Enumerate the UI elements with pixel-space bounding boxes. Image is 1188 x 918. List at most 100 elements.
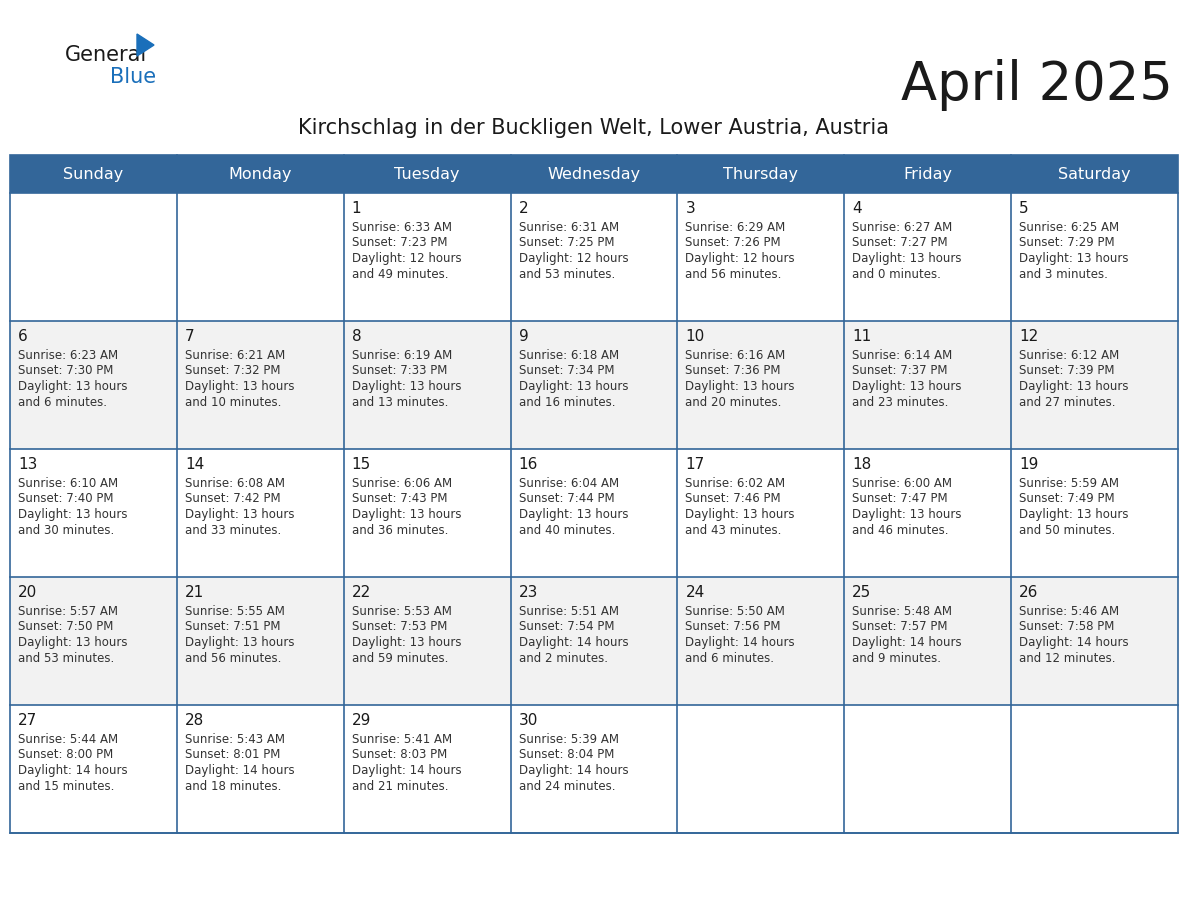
- Text: 21: 21: [185, 585, 204, 600]
- Text: Daylight: 13 hours: Daylight: 13 hours: [1019, 252, 1129, 265]
- Text: and 2 minutes.: and 2 minutes.: [519, 652, 607, 665]
- Text: and 15 minutes.: and 15 minutes.: [18, 779, 114, 792]
- Text: Sunrise: 5:41 AM: Sunrise: 5:41 AM: [352, 733, 451, 746]
- Text: Sunset: 7:49 PM: Sunset: 7:49 PM: [1019, 492, 1114, 506]
- Text: Daylight: 14 hours: Daylight: 14 hours: [852, 636, 962, 649]
- Text: Daylight: 13 hours: Daylight: 13 hours: [185, 508, 295, 521]
- Text: Sunrise: 5:59 AM: Sunrise: 5:59 AM: [1019, 477, 1119, 490]
- Text: Daylight: 13 hours: Daylight: 13 hours: [1019, 380, 1129, 393]
- Text: Sunrise: 5:50 AM: Sunrise: 5:50 AM: [685, 605, 785, 618]
- Text: and 40 minutes.: and 40 minutes.: [519, 523, 615, 536]
- Text: 26: 26: [1019, 585, 1038, 600]
- Text: Sunset: 7:36 PM: Sunset: 7:36 PM: [685, 364, 781, 377]
- Text: Thursday: Thursday: [723, 166, 798, 182]
- Text: Sunset: 7:57 PM: Sunset: 7:57 PM: [852, 621, 948, 633]
- Text: Sunset: 7:33 PM: Sunset: 7:33 PM: [352, 364, 447, 377]
- Text: Kirchschlag in der Buckligen Welt, Lower Austria, Austria: Kirchschlag in der Buckligen Welt, Lower…: [298, 118, 890, 138]
- Text: Daylight: 13 hours: Daylight: 13 hours: [519, 508, 628, 521]
- Text: Daylight: 13 hours: Daylight: 13 hours: [852, 508, 962, 521]
- Text: Sunrise: 5:53 AM: Sunrise: 5:53 AM: [352, 605, 451, 618]
- Text: 17: 17: [685, 457, 704, 472]
- Text: Sunday: Sunday: [63, 166, 124, 182]
- Text: Daylight: 13 hours: Daylight: 13 hours: [852, 252, 962, 265]
- Text: and 21 minutes.: and 21 minutes.: [352, 779, 448, 792]
- Text: 8: 8: [352, 329, 361, 344]
- Text: 19: 19: [1019, 457, 1038, 472]
- Text: and 50 minutes.: and 50 minutes.: [1019, 523, 1116, 536]
- Text: Sunrise: 6:21 AM: Sunrise: 6:21 AM: [185, 349, 285, 362]
- Text: and 3 minutes.: and 3 minutes.: [1019, 267, 1108, 281]
- Text: 13: 13: [18, 457, 37, 472]
- Text: Sunrise: 6:16 AM: Sunrise: 6:16 AM: [685, 349, 785, 362]
- Text: Sunset: 7:34 PM: Sunset: 7:34 PM: [519, 364, 614, 377]
- Text: 20: 20: [18, 585, 37, 600]
- Text: and 56 minutes.: and 56 minutes.: [185, 652, 282, 665]
- Text: Sunrise: 5:44 AM: Sunrise: 5:44 AM: [18, 733, 118, 746]
- Text: 25: 25: [852, 585, 872, 600]
- Text: Sunset: 7:43 PM: Sunset: 7:43 PM: [352, 492, 447, 506]
- Text: Daylight: 14 hours: Daylight: 14 hours: [352, 764, 461, 777]
- Text: Sunset: 7:47 PM: Sunset: 7:47 PM: [852, 492, 948, 506]
- Text: Sunrise: 6:23 AM: Sunrise: 6:23 AM: [18, 349, 118, 362]
- Text: 2: 2: [519, 201, 529, 216]
- Text: Sunset: 7:56 PM: Sunset: 7:56 PM: [685, 621, 781, 633]
- Text: Sunset: 7:39 PM: Sunset: 7:39 PM: [1019, 364, 1114, 377]
- Text: and 27 minutes.: and 27 minutes.: [1019, 396, 1116, 409]
- Bar: [10, 155, 1178, 833]
- Text: Sunrise: 6:12 AM: Sunrise: 6:12 AM: [1019, 349, 1119, 362]
- Text: 27: 27: [18, 713, 37, 728]
- Text: Sunrise: 5:55 AM: Sunrise: 5:55 AM: [185, 605, 285, 618]
- Text: 28: 28: [185, 713, 204, 728]
- Text: and 9 minutes.: and 9 minutes.: [852, 652, 941, 665]
- Text: and 56 minutes.: and 56 minutes.: [685, 267, 782, 281]
- Text: Sunrise: 6:19 AM: Sunrise: 6:19 AM: [352, 349, 451, 362]
- Text: Sunrise: 6:27 AM: Sunrise: 6:27 AM: [852, 221, 953, 234]
- Text: Saturday: Saturday: [1059, 166, 1131, 182]
- Text: Sunset: 7:37 PM: Sunset: 7:37 PM: [852, 364, 948, 377]
- Text: 11: 11: [852, 329, 872, 344]
- Text: Sunset: 7:26 PM: Sunset: 7:26 PM: [685, 237, 781, 250]
- Text: Sunset: 8:04 PM: Sunset: 8:04 PM: [519, 748, 614, 762]
- Text: Daylight: 13 hours: Daylight: 13 hours: [519, 380, 628, 393]
- Text: Sunset: 7:58 PM: Sunset: 7:58 PM: [1019, 621, 1114, 633]
- Text: Daylight: 13 hours: Daylight: 13 hours: [18, 380, 127, 393]
- Text: and 6 minutes.: and 6 minutes.: [685, 652, 775, 665]
- Text: Sunrise: 5:43 AM: Sunrise: 5:43 AM: [185, 733, 285, 746]
- Text: 7: 7: [185, 329, 195, 344]
- Text: Monday: Monday: [228, 166, 292, 182]
- Text: Sunset: 7:25 PM: Sunset: 7:25 PM: [519, 237, 614, 250]
- Text: Sunset: 8:00 PM: Sunset: 8:00 PM: [18, 748, 113, 762]
- Text: Sunset: 7:30 PM: Sunset: 7:30 PM: [18, 364, 113, 377]
- Text: Sunrise: 6:31 AM: Sunrise: 6:31 AM: [519, 221, 619, 234]
- Text: 22: 22: [352, 585, 371, 600]
- Text: and 16 minutes.: and 16 minutes.: [519, 396, 615, 409]
- Text: Daylight: 13 hours: Daylight: 13 hours: [185, 380, 295, 393]
- Text: Sunset: 7:29 PM: Sunset: 7:29 PM: [1019, 237, 1114, 250]
- Text: Sunrise: 5:46 AM: Sunrise: 5:46 AM: [1019, 605, 1119, 618]
- Text: Daylight: 14 hours: Daylight: 14 hours: [519, 764, 628, 777]
- Text: 12: 12: [1019, 329, 1038, 344]
- Bar: [10, 577, 1178, 705]
- Text: Sunset: 7:44 PM: Sunset: 7:44 PM: [519, 492, 614, 506]
- Text: Sunset: 7:40 PM: Sunset: 7:40 PM: [18, 492, 114, 506]
- Text: Daylight: 14 hours: Daylight: 14 hours: [18, 764, 127, 777]
- Text: 5: 5: [1019, 201, 1029, 216]
- Bar: [10, 193, 1178, 321]
- Text: 18: 18: [852, 457, 872, 472]
- Text: Sunrise: 6:02 AM: Sunrise: 6:02 AM: [685, 477, 785, 490]
- Text: Daylight: 12 hours: Daylight: 12 hours: [519, 252, 628, 265]
- Text: Sunset: 7:51 PM: Sunset: 7:51 PM: [185, 621, 280, 633]
- Bar: [10, 449, 1178, 577]
- Text: Sunrise: 6:10 AM: Sunrise: 6:10 AM: [18, 477, 118, 490]
- Text: Sunset: 8:01 PM: Sunset: 8:01 PM: [185, 748, 280, 762]
- Text: General: General: [65, 45, 147, 65]
- Text: 15: 15: [352, 457, 371, 472]
- Text: Sunrise: 6:25 AM: Sunrise: 6:25 AM: [1019, 221, 1119, 234]
- Text: Sunrise: 5:51 AM: Sunrise: 5:51 AM: [519, 605, 619, 618]
- Text: Sunrise: 6:29 AM: Sunrise: 6:29 AM: [685, 221, 785, 234]
- Text: Daylight: 13 hours: Daylight: 13 hours: [352, 380, 461, 393]
- Text: Daylight: 13 hours: Daylight: 13 hours: [352, 508, 461, 521]
- Text: Sunset: 7:27 PM: Sunset: 7:27 PM: [852, 237, 948, 250]
- Text: 24: 24: [685, 585, 704, 600]
- Text: and 43 minutes.: and 43 minutes.: [685, 523, 782, 536]
